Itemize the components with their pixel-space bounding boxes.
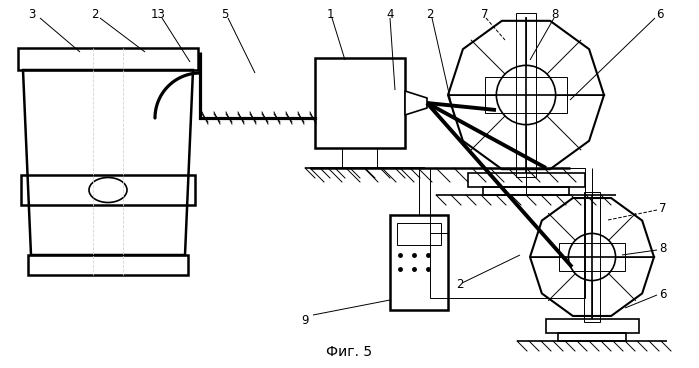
Text: 6: 6 [659, 289, 667, 301]
Bar [584, 192, 600, 322]
Bar [516, 13, 536, 177]
Text: 2: 2 [456, 279, 463, 291]
Bar [390, 215, 448, 310]
Text: 1: 1 [326, 7, 333, 21]
Text: 7: 7 [659, 202, 667, 215]
Text: 8: 8 [552, 7, 559, 21]
Text: 6: 6 [656, 7, 664, 21]
Text: 2: 2 [426, 7, 434, 21]
Bar [397, 223, 441, 245]
Bar [484, 77, 568, 113]
Text: 13: 13 [150, 7, 166, 21]
Bar [315, 58, 405, 148]
Polygon shape [405, 91, 427, 115]
Text: 9: 9 [301, 314, 309, 326]
Text: 8: 8 [659, 241, 667, 255]
Text: 4: 4 [387, 7, 394, 21]
Text: Фиг. 5: Фиг. 5 [326, 345, 372, 359]
Text: 2: 2 [92, 7, 99, 21]
Bar [342, 148, 377, 168]
Text: 3: 3 [29, 7, 36, 21]
Bar [430, 168, 585, 298]
Bar [558, 333, 626, 341]
Bar [28, 255, 188, 275]
Text: 7: 7 [481, 7, 489, 21]
Bar [559, 243, 625, 271]
Bar [18, 48, 198, 70]
Text: 5: 5 [222, 7, 229, 21]
Bar [483, 187, 569, 195]
Bar [545, 319, 638, 333]
Bar [468, 173, 584, 187]
Bar [21, 175, 195, 205]
